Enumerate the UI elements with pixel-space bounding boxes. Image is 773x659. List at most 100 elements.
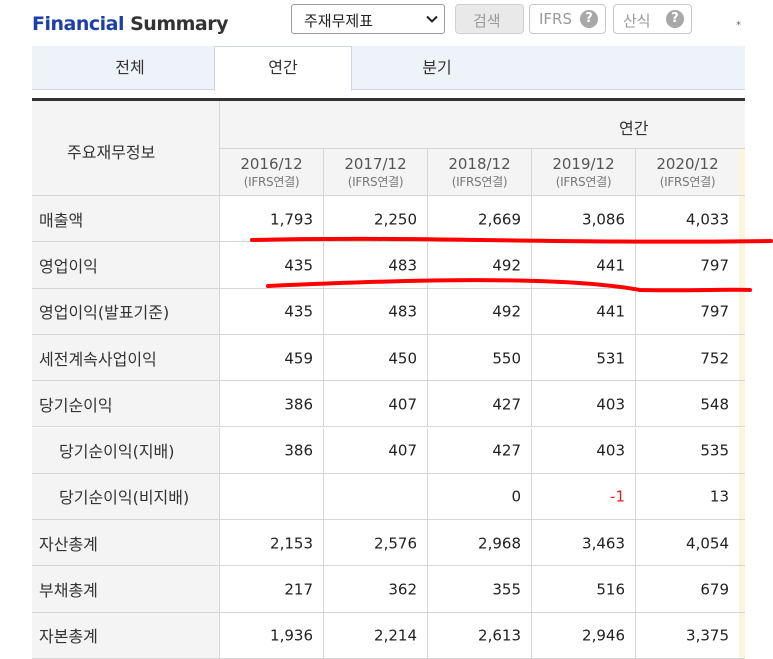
cell-value: 492 xyxy=(492,302,521,321)
cell-value: 3,463 xyxy=(582,534,625,553)
cell-value: 407 xyxy=(388,395,417,414)
period-year: 2017/12 xyxy=(344,155,407,173)
row-label: 매출액 xyxy=(39,210,84,230)
value-cell: 386 xyxy=(220,427,324,473)
cell-value: 2,153 xyxy=(270,534,313,553)
cell-value: 435 xyxy=(284,256,313,275)
value-cell: 459 xyxy=(220,334,324,381)
period-basis: (IFRS연결) xyxy=(659,175,716,189)
cell-value: 1,936 xyxy=(270,626,313,645)
value-cell: 362 xyxy=(324,566,428,612)
search-button[interactable]: 검색 xyxy=(455,4,524,34)
cell-value: 492 xyxy=(492,256,521,275)
value-cell xyxy=(220,473,324,520)
row-label: 당기순이익 xyxy=(39,395,113,415)
value-cell: -1 xyxy=(532,473,636,520)
table-row: 매출액 1,793 2,250 2,669 3,086 4,033 xyxy=(32,196,745,243)
value-cell: 492 xyxy=(428,288,532,334)
cell-value: 2,669 xyxy=(478,210,521,229)
period-year: 2020/12 xyxy=(656,155,719,173)
cell-value: 531 xyxy=(596,348,625,367)
value-cell: 1,793 xyxy=(220,196,324,242)
tab-annual[interactable]: 연간 xyxy=(214,46,352,91)
note-mark: * xyxy=(736,20,741,31)
scroll-edge xyxy=(739,473,745,520)
cell-value: 2,968 xyxy=(478,534,521,553)
table-row: 영업이익 435 483 492 441 797 xyxy=(32,242,745,289)
value-cell: 483 xyxy=(324,242,428,288)
period-basis: (IFRS연결) xyxy=(347,175,404,189)
scroll-edge xyxy=(739,612,745,658)
period-header: 2018/12 (IFRS연결) xyxy=(428,149,532,196)
value-cell: 407 xyxy=(324,427,428,473)
value-cell: 535 xyxy=(636,427,740,473)
row-label: 영업이익 xyxy=(39,256,98,276)
scroll-edge xyxy=(739,334,745,381)
period-year: 2019/12 xyxy=(552,155,615,173)
cell-value: 403 xyxy=(596,441,625,460)
table-row: 영업이익(발표기준) 435 483 492 441 797 xyxy=(32,288,745,335)
value-cell: 1,936 xyxy=(220,612,324,658)
cell-value: 483 xyxy=(388,302,417,321)
value-cell: 2,153 xyxy=(220,520,324,566)
value-cell: 403 xyxy=(532,381,636,427)
period-basis: (IFRS연결) xyxy=(451,175,508,189)
row-label-cell: 매출액 xyxy=(32,196,220,242)
period-year: 2016/12 xyxy=(240,155,303,173)
value-cell: 2,250 xyxy=(324,196,428,242)
cell-value: 407 xyxy=(388,441,417,460)
value-cell: 797 xyxy=(636,288,740,334)
row-label: 부채총계 xyxy=(39,581,98,601)
period-header: 2016/12 (IFRS연결) xyxy=(220,149,324,196)
cell-value: 435 xyxy=(284,302,313,321)
period-basis: (IFRS연결) xyxy=(243,175,300,189)
cell-value: 441 xyxy=(596,256,625,275)
table-row: 당기순이익(지배) 386 407 427 403 535 xyxy=(32,427,745,474)
cell-value: 483 xyxy=(388,256,417,275)
value-cell: 797 xyxy=(636,242,740,288)
value-cell: 2,946 xyxy=(532,612,636,658)
cell-value: 1,793 xyxy=(270,210,313,229)
cell-value: 441 xyxy=(596,302,625,321)
help-icon: ? xyxy=(666,10,684,28)
table-row: 자산총계 2,153 2,576 2,968 3,463 4,054 xyxy=(32,520,745,567)
value-cell: 435 xyxy=(220,242,324,288)
value-cell: 2,214 xyxy=(324,612,428,658)
cell-value: 450 xyxy=(388,348,417,367)
chevron-down-icon xyxy=(426,15,438,23)
cell-value: -1 xyxy=(610,487,625,506)
value-cell: 450 xyxy=(324,334,428,381)
scroll-edge xyxy=(739,427,745,473)
ifrs-button[interactable]: IFRS ? xyxy=(529,4,606,34)
cell-value: 679 xyxy=(700,580,729,599)
cell-value: 548 xyxy=(700,395,729,414)
value-cell: 217 xyxy=(220,566,324,612)
value-cell: 427 xyxy=(428,427,532,473)
formula-button[interactable]: 산식 ? xyxy=(613,4,692,34)
statement-type-select[interactable]: 주재무제표 xyxy=(291,4,445,34)
cell-value: 2,576 xyxy=(374,534,417,553)
scroll-edge xyxy=(739,288,745,334)
value-cell: 4,054 xyxy=(636,520,740,566)
cell-value: 0 xyxy=(511,487,521,506)
row-label-cell: 당기순이익 xyxy=(32,381,220,427)
cell-value: 752 xyxy=(700,348,729,367)
tab-all[interactable]: 전체 xyxy=(115,58,145,77)
cell-value: 4,054 xyxy=(686,534,729,553)
scroll-edge xyxy=(739,196,745,242)
value-cell: 550 xyxy=(428,334,532,381)
cell-value: 797 xyxy=(700,302,729,321)
tab-quarter[interactable]: 분기 xyxy=(422,58,452,77)
cell-value: 217 xyxy=(284,580,313,599)
title-financial: Financial xyxy=(32,13,124,35)
row-label-cell: 자산총계 xyxy=(32,520,220,566)
formula-button-label: 산식 xyxy=(623,12,651,30)
scroll-edge xyxy=(739,520,745,566)
table-row: 세전계속사업이익 459 450 550 531 752 xyxy=(32,334,745,382)
cell-value: 2,613 xyxy=(478,626,521,645)
page-title: Financial Summary xyxy=(32,13,228,35)
period-tabs: 전체 연간 분기 xyxy=(32,46,745,91)
value-cell: 386 xyxy=(220,381,324,427)
cell-value: 516 xyxy=(596,580,625,599)
help-icon: ? xyxy=(580,10,598,28)
